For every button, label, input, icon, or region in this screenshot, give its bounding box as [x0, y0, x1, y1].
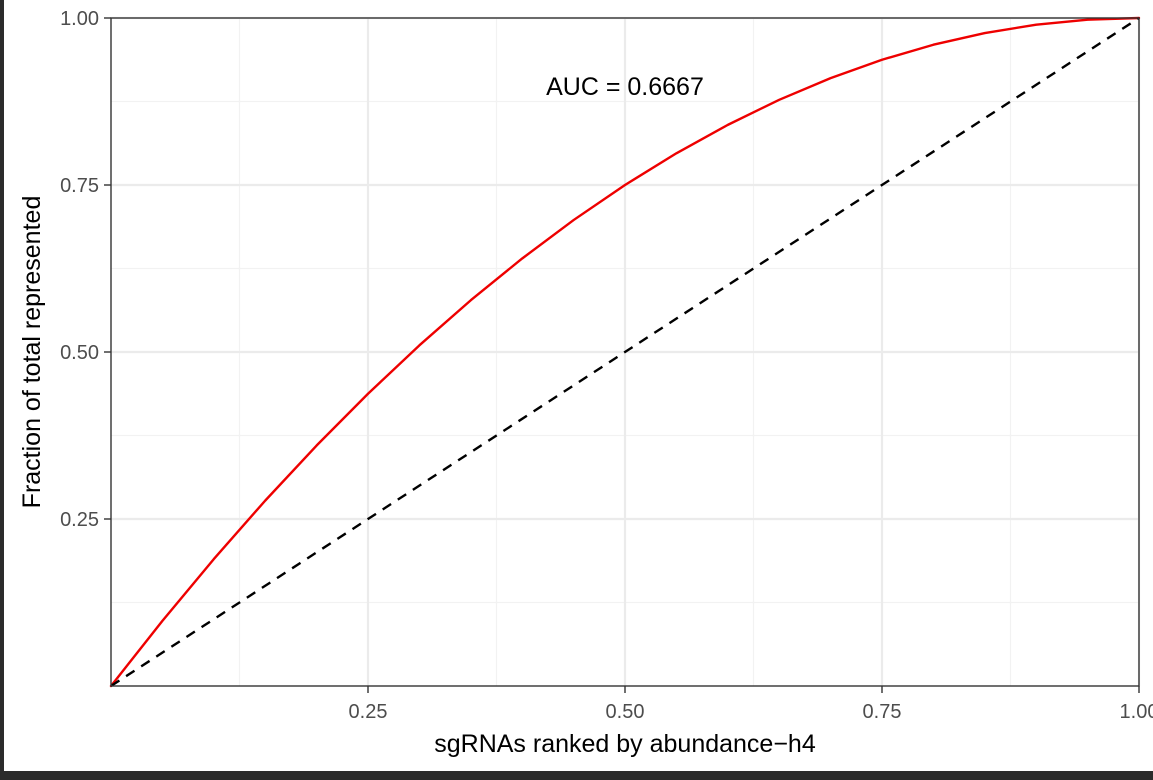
cumulative-curve-line	[109, 16, 1141, 688]
y-tick-label: 0.50	[60, 342, 99, 364]
axis-ticks: 0.25 0.50 0.75 1.00 0.25 0.50 0.75 1.00	[60, 8, 1153, 723]
reference-diagonal-line	[110, 16, 1140, 688]
series-layer	[109, 16, 1141, 688]
chart-background	[4, 0, 1153, 771]
x-tick-label: 1.00	[1120, 701, 1153, 723]
y-tick-label: 0.75	[60, 175, 99, 197]
auc-annotation: AUC = 0.6667	[546, 73, 704, 101]
y-axis-label: Fraction of total represented	[18, 196, 46, 509]
x-tick-label: 0.50	[606, 701, 645, 723]
y-tick-label: 1.00	[60, 8, 99, 30]
x-tick-label: 0.75	[863, 701, 902, 723]
x-axis-label: sgRNAs ranked by abundance−h4	[434, 730, 816, 758]
y-tick-label: 0.25	[60, 509, 99, 531]
x-tick-label: 0.25	[349, 701, 388, 723]
